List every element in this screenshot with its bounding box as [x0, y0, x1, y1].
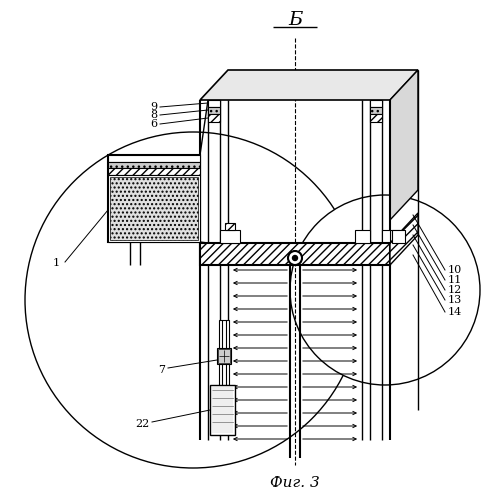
Bar: [108, 162, 200, 168]
Text: 7: 7: [158, 365, 165, 375]
Bar: [390, 230, 400, 243]
Bar: [108, 155, 200, 162]
Bar: [370, 100, 382, 107]
Text: 8: 8: [150, 110, 157, 120]
Bar: [392, 230, 405, 243]
Text: 11: 11: [448, 275, 462, 285]
Bar: [370, 114, 382, 122]
Bar: [382, 230, 390, 243]
Polygon shape: [200, 70, 418, 100]
Polygon shape: [390, 70, 418, 220]
Bar: [218, 349, 230, 363]
Bar: [355, 230, 370, 243]
Circle shape: [288, 251, 302, 265]
Bar: [108, 168, 200, 175]
Bar: [370, 107, 382, 114]
Text: Фиг. 3: Фиг. 3: [270, 476, 320, 490]
Text: Б: Б: [288, 11, 302, 29]
Bar: [220, 230, 240, 243]
Circle shape: [25, 132, 361, 468]
Bar: [108, 155, 200, 242]
Bar: [208, 114, 220, 122]
Circle shape: [293, 256, 297, 260]
Text: 9: 9: [150, 102, 157, 112]
Text: 1: 1: [53, 258, 60, 268]
Bar: [110, 177, 198, 240]
Text: 22: 22: [135, 419, 149, 429]
Bar: [219, 320, 229, 390]
Bar: [225, 223, 235, 230]
Text: 10: 10: [448, 265, 462, 275]
Bar: [208, 107, 220, 114]
Bar: [217, 348, 231, 364]
Circle shape: [290, 195, 480, 385]
Text: 14: 14: [448, 307, 462, 317]
Bar: [108, 175, 200, 242]
Bar: [208, 100, 220, 107]
Bar: [212, 387, 233, 433]
Polygon shape: [390, 213, 418, 265]
Text: 6: 6: [150, 119, 157, 129]
Text: 12: 12: [448, 285, 462, 295]
Bar: [210, 385, 235, 435]
Bar: [200, 243, 390, 265]
Text: 13: 13: [448, 295, 462, 305]
